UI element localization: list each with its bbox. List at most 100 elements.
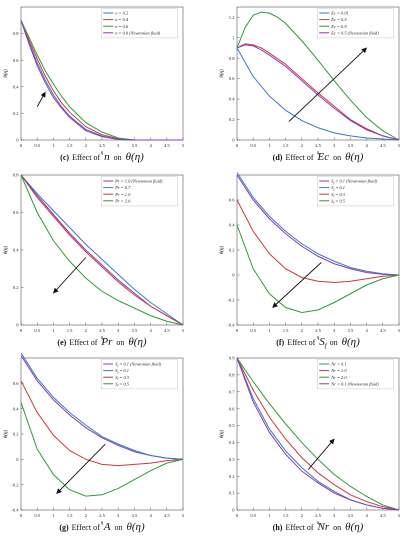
x-tick-label: 1.5 (283, 143, 289, 148)
caption-param: n (104, 151, 110, 163)
series-line-3 (20, 174, 184, 326)
caption-function: θ(η) (126, 521, 145, 533)
legend-entry-name: Nr = 0.1 (330, 362, 346, 367)
x-tick-label: 3.5 (348, 143, 354, 148)
y-tick-label: 0 (16, 323, 19, 328)
y-tick-label: 0.7 (229, 389, 235, 394)
chart-panel-h: 0 0.5 1 1.5 2 2.5 3 3.5 4 4.5 5 0 0.1 0.2 0.3 0.4 0.5 0.6… (220, 356, 401, 533)
x-tick-label: 2.5 (315, 328, 321, 333)
y-tick-label: 1.2 (229, 15, 235, 20)
x-tick-label: 4.5 (380, 328, 386, 333)
legend-entry: Pr = 1.0 (Newtonian fluid) (114, 179, 163, 184)
panel-caption: (d) Effect of Ec on θ(η) (273, 151, 364, 163)
y-axis-label: θ(η) (4, 246, 9, 255)
legend-box (101, 176, 178, 207)
series-line-1 (236, 357, 400, 511)
series-line-1 (20, 352, 184, 460)
y-tick-label: -0.4 (11, 508, 19, 513)
legend-entry: n = 0.6 (115, 24, 129, 29)
y-tick-label: 0.9 (229, 356, 235, 361)
series-line-0 (20, 20, 183, 141)
series-line-1 (20, 174, 184, 326)
trend-arrow (53, 257, 87, 294)
series-line-3 (20, 20, 183, 141)
x-tick-label: 2.5 (99, 143, 105, 148)
x-tick-label: 0 (20, 513, 23, 518)
x-tick-label: 1 (268, 513, 271, 518)
y-tick-label: 0.4 (13, 248, 19, 253)
caption-tag: (h) (273, 523, 283, 532)
caption-on: on (330, 338, 338, 347)
panel-caption: (h) Effect of Nr on θ(η) (273, 521, 364, 533)
legend-entry-name: S (331, 185, 334, 190)
x-tick-label: 5 (398, 513, 401, 518)
y-axis-label: θ(η) (220, 430, 225, 439)
x-tick-label: 0.5 (34, 328, 40, 333)
y-tick-label: -0.4 (227, 323, 235, 328)
caption-tag: (f) (276, 338, 284, 347)
y-axis-label: θ(η) (4, 430, 9, 439)
caption-text: Effect of (287, 338, 315, 347)
caption-function: θ(η) (128, 336, 147, 348)
legend-box (317, 8, 394, 39)
x-axis-label: η (317, 521, 320, 526)
legend-entry: Sf = 0.1 (Newtonian fluid) (331, 179, 377, 185)
legend-entry: Sf = 0.5 (331, 198, 346, 204)
y-tick-label: 0.6 (13, 210, 19, 215)
legend-entry-name: n = 0.4 (115, 17, 129, 22)
y-tick-label: 0.6 (229, 198, 235, 203)
caption-param: Pr (100, 336, 113, 348)
y-tick-label: 0 (232, 508, 235, 513)
y-tick-label: -0.2 (11, 482, 19, 487)
legend-entry-name: S (115, 368, 118, 373)
chart-panel-c: 0 0.5 1 1.5 2 2.5 3 3.5 4 4.5 5 0 0.2 0.4 0.6 0.8 η θ(η) n… (4, 6, 185, 163)
x-tick-label: 3 (117, 513, 120, 518)
legend-entry: Sf = 0.3 (331, 192, 346, 198)
series-line-2 (236, 357, 400, 511)
legend-entry: Sf = 0.3 (115, 375, 130, 381)
x-tick-label: 3.5 (132, 328, 138, 333)
x-tick-label: 1.5 (283, 328, 289, 333)
y-tick-label: 0.8 (13, 173, 19, 178)
legend-entry-name: S (331, 179, 334, 184)
legend-entry-name: Ec = 0.5 (Newtonian fluid) (330, 30, 379, 35)
legend-entry: Pr = 0.7 (114, 185, 131, 190)
series-line-3 (20, 402, 184, 497)
legend-entry-name: S (331, 192, 334, 197)
x-tick-label: 0.5 (250, 143, 256, 148)
y-tick-label: 0.4 (229, 97, 235, 102)
y-tick-label: 0.1 (229, 491, 235, 496)
legend-entry: Pr = 1.0 (114, 192, 131, 197)
x-axis-label: η (317, 151, 320, 156)
legend-entry: Sf = 0.5 (115, 381, 130, 387)
series-line-0 (236, 47, 400, 141)
legend-entry-suffix: = 0.1 (Newtonian fluid) (118, 362, 161, 367)
x-tick-label: 2.5 (99, 513, 105, 518)
x-tick-label: 3.5 (348, 328, 354, 333)
x-tick-label: 3.5 (132, 513, 138, 518)
trend-arrow (36, 91, 46, 107)
x-tick-label: 1 (268, 143, 271, 148)
panel-caption: (c) Effect of n on θ(η) (60, 151, 144, 163)
legend-entry: Ec = 0.01 (330, 11, 348, 16)
caption-text: Effect of (285, 523, 313, 532)
caption-param: Ec (317, 151, 330, 163)
caption-function: θ(η) (126, 151, 145, 163)
y-tick-label: 0.4 (229, 223, 235, 228)
legend-box (101, 8, 178, 39)
x-tick-label: 0 (236, 328, 239, 333)
legend-entry: Pr = 2.0 (114, 198, 131, 203)
caption-on: on (114, 523, 122, 532)
x-tick-label: 2 (301, 328, 304, 333)
caption-text: Effect of (72, 153, 100, 162)
y-tick-label: 0.2 (13, 432, 19, 437)
legend-entry: Nr = 0.1 (Newtonian fluid) (330, 381, 379, 386)
x-tick-label: 4 (365, 513, 368, 518)
y-tick-label: 0.8 (229, 56, 235, 61)
legend-entry-name: S (115, 362, 118, 367)
x-tick-label: 0.5 (250, 513, 256, 518)
caption-on: on (333, 523, 341, 532)
caption-on: on (114, 153, 122, 162)
caption-param: A (103, 521, 111, 533)
x-tick-label: 2 (301, 513, 304, 518)
